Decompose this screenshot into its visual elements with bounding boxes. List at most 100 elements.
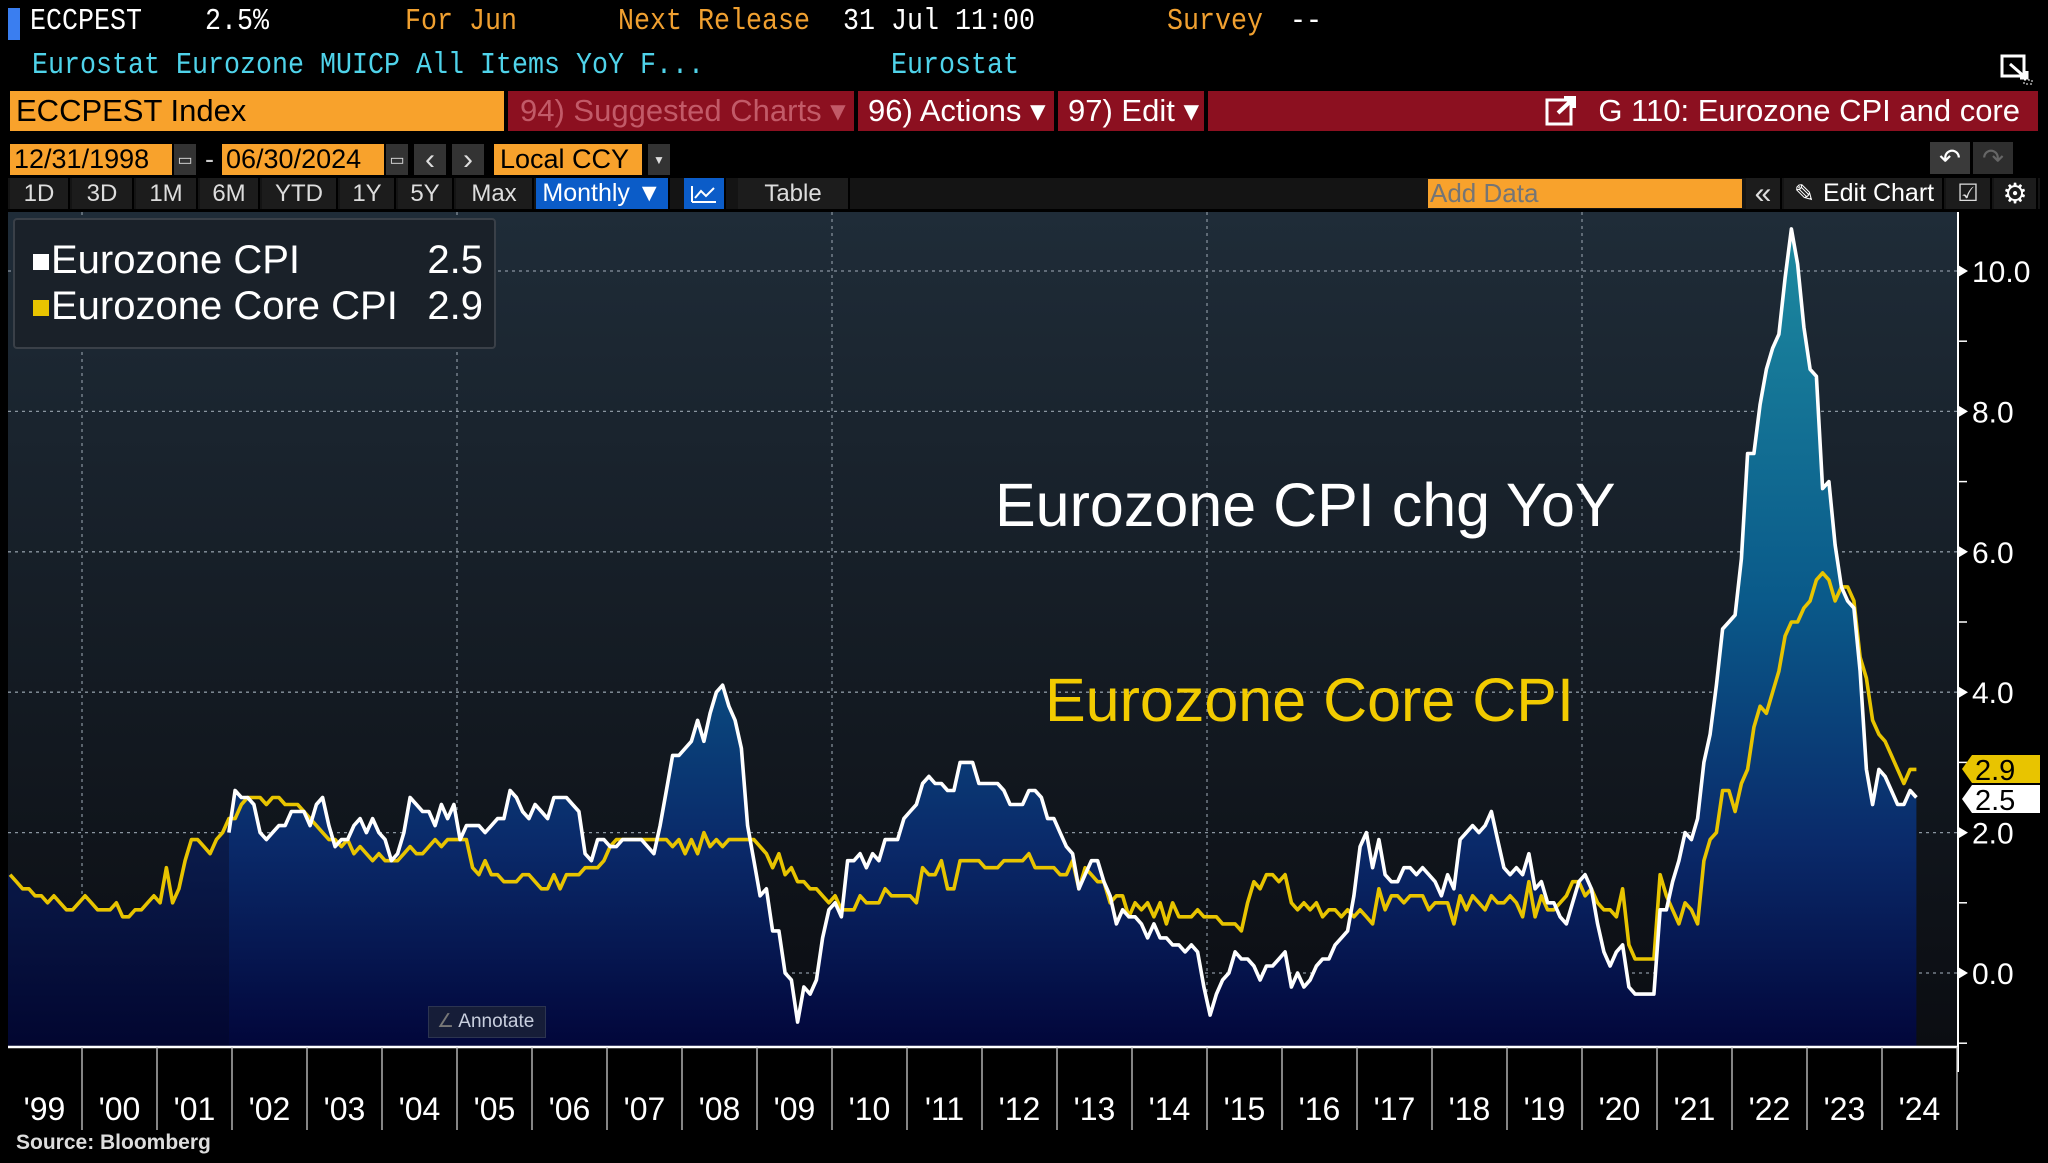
legend-label-cpi: Eurozone CPI [51,238,301,282]
legend: Eurozone CPI 2.5 Eurozone Core CPI 2.9 [13,218,496,349]
date-separator: - [205,144,214,174]
annotation-cpi: Eurozone CPI chg YoY [995,471,1616,539]
chart-settings-icon[interactable]: ☑ [1946,178,1992,209]
next-release-label: Next Release [618,4,810,39]
x-tick-label: '02 [249,1091,291,1127]
y-tick-label: 0.0 [1972,958,2014,991]
x-tick-label: '19 [1524,1091,1566,1127]
legend-label-core-cpi: Eurozone Core CPI [51,284,398,328]
legend-item-cpi[interactable]: Eurozone CPI 2.5 [33,238,483,282]
next-period-button[interactable]: › [452,143,484,176]
next-release-value: 31 Jul 11:00 [843,4,1035,39]
x-tick-label: '22 [1749,1091,1791,1127]
pencil-icon: ✎ [1794,179,1815,208]
undo-icon[interactable]: ↶ [1930,142,1970,174]
x-tick-label: '12 [999,1091,1041,1127]
x-tick-label: '08 [699,1091,741,1127]
actions-button[interactable]: 96) Actions ▾ [858,91,1054,131]
legend-item-core-cpi[interactable]: Eurozone Core CPI 2.9 [33,284,483,328]
period-ytd[interactable]: YTD [262,178,338,209]
legend-swatch-core-cpi [33,300,49,317]
add-data-input[interactable] [1428,179,1742,208]
start-date-input[interactable]: 12/31/1998 [10,144,172,175]
chart-title-bar: G 110: Eurozone CPI and core [1208,91,2038,131]
collapse-button[interactable]: « [1746,177,1782,210]
survey-label: Survey [1167,4,1263,39]
x-tick-label: '16 [1299,1091,1341,1127]
annotate-label: Annotate [458,1011,535,1032]
annotate-pencil-icon: ∠ [437,1011,459,1032]
security-description: Eurostat Eurozone MUICP All Items YoY F.… [32,48,704,83]
core-cpi-area [8,818,229,1047]
x-tick-label: '14 [1149,1091,1191,1127]
end-date-input[interactable]: 06/30/2024 [222,144,384,175]
x-tick-label: '03 [324,1091,366,1127]
y-tick-label: 6.0 [1972,537,2014,570]
table-button[interactable]: Table [738,178,850,209]
legend-value-cpi: 2.5 [427,238,483,282]
x-tick-label: '11 [925,1091,964,1127]
last-value: 2.5% [205,4,270,39]
period-3d[interactable]: 3D [72,178,134,209]
ticker: ECCPEST [30,4,143,39]
core-cpi-line [8,571,1917,961]
last-value-tag-cpi: 2.5 [1962,785,2040,817]
period-5y[interactable]: 5Y [398,178,454,209]
source-name: Eurostat [891,48,1019,83]
currency-select[interactable]: Local CCY [494,144,642,175]
source-note: Source: Bloomberg [16,1131,211,1154]
x-tick-label: '10 [849,1091,891,1127]
security-input[interactable]: ECCPEST Index [10,91,504,131]
prev-period-button[interactable]: ‹ [414,143,446,176]
edit-button[interactable]: 97) Edit ▾ [1058,91,1204,131]
y-tick-label: 4.0 [1972,677,2014,710]
for-label: For Jun [405,4,518,39]
legend-swatch-cpi [33,254,49,271]
survey-value: -- [1290,4,1323,39]
y-tick [1958,967,1968,979]
annotate-button[interactable]: ∠ Annotate [428,1006,546,1038]
calendar-icon[interactable]: ▭ [174,144,196,175]
calendar-icon[interactable]: ▭ [386,144,408,175]
period-1m[interactable]: 1M [136,178,198,209]
ticker-marker [8,8,20,40]
suggested-charts-button[interactable]: 94) Suggested Charts ▾ [508,91,854,131]
period-1y[interactable]: 1Y [340,178,396,209]
edit-chart-button[interactable]: ✎ Edit Chart [1784,178,1944,209]
x-tick-label: '23 [1824,1091,1866,1127]
x-tick-label: '20 [1599,1091,1641,1127]
y-tick [1958,405,1968,418]
chart-title: G 110: Eurozone CPI and core [1598,93,2020,128]
period-max[interactable]: Max [456,178,534,209]
y-tick [1958,545,1968,558]
x-tick-label: '17 [1374,1091,1416,1127]
last-value-tag-core: 2.9 [1962,755,2040,787]
x-tick-label: '21 [1674,1091,1716,1127]
period-1d[interactable]: 1D [10,178,70,209]
x-tick-label: '07 [624,1091,666,1127]
x-tick-label: '13 [1074,1091,1116,1127]
expand-window-icon[interactable] [2000,54,2034,86]
edit-chart-label: Edit Chart [1822,179,1935,207]
gear-icon[interactable]: ⚙ [1994,178,2038,209]
legend-value-core-cpi: 2.9 [427,284,483,328]
x-tick-label: '04 [399,1091,441,1127]
x-tick-label: '01 [174,1091,216,1127]
line-chart-icon[interactable] [684,178,726,209]
y-tick [1958,686,1968,699]
last-value-core: 2.9 [1975,755,2015,787]
x-tick-label: '06 [549,1091,591,1127]
cpi-line [227,227,1918,1024]
y-tick [1958,265,1968,277]
x-tick-label: '09 [774,1091,816,1127]
annotation-core-cpi: Eurozone Core CPI [1045,666,1574,734]
currency-dropdown-icon[interactable]: ▼ [648,144,670,175]
redo-icon[interactable]: ↷ [1973,142,2013,174]
frequency-select[interactable]: Monthly ▼ [536,178,670,209]
launch-icon[interactable] [1544,95,1578,127]
period-6m[interactable]: 6M [200,178,260,209]
x-tick-label: '24 [1899,1091,1941,1127]
cpi-area [228,228,1917,1047]
x-tick-label: '18 [1449,1091,1491,1127]
